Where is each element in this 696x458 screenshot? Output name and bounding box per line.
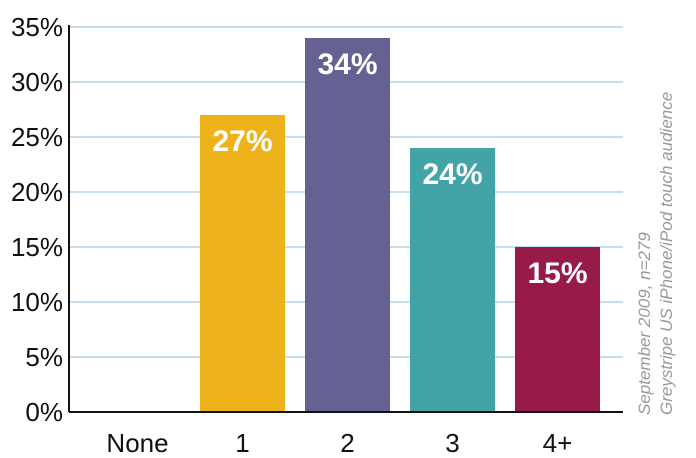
y-tick-label: 10%: [11, 287, 63, 317]
y-tick-label: 30%: [11, 67, 63, 97]
bar: [515, 247, 600, 412]
source-note: September 2009, n=279 Greystripe US iPho…: [635, 92, 676, 415]
data-label: 24%: [422, 158, 482, 191]
y-tick-label: 15%: [11, 232, 63, 262]
data-label: 15%: [527, 257, 587, 290]
y-tick-label: 20%: [11, 177, 63, 207]
bars: [200, 38, 600, 412]
data-label: 34%: [317, 48, 377, 81]
bar: [410, 148, 495, 412]
y-tick-label: 0%: [25, 397, 63, 427]
x-tick-label: 4+: [543, 428, 573, 458]
x-tick-label: 1: [235, 428, 249, 458]
y-tick-label: 35%: [11, 12, 63, 42]
axes: [68, 25, 623, 413]
source-note-line2: Greystripe US iPhone/iPod touch audience: [657, 92, 676, 415]
labels: 0% 5% 10% 15% 20% 25% 30% 35% None 0% 1 27% 2 34% 3 24%…: [11, 12, 588, 458]
y-tick-label: 5%: [25, 342, 63, 372]
x-tick-label: 2: [340, 428, 354, 458]
y-tick-label: 25%: [11, 122, 63, 152]
x-tick-label: 3: [445, 428, 459, 458]
data-label: 0%: [116, 374, 159, 407]
data-label: 27%: [212, 125, 272, 158]
bar: [305, 38, 390, 412]
x-tick-label: None: [106, 428, 168, 458]
source-note-line1: September 2009, n=279: [635, 232, 654, 415]
bar: [200, 115, 285, 412]
